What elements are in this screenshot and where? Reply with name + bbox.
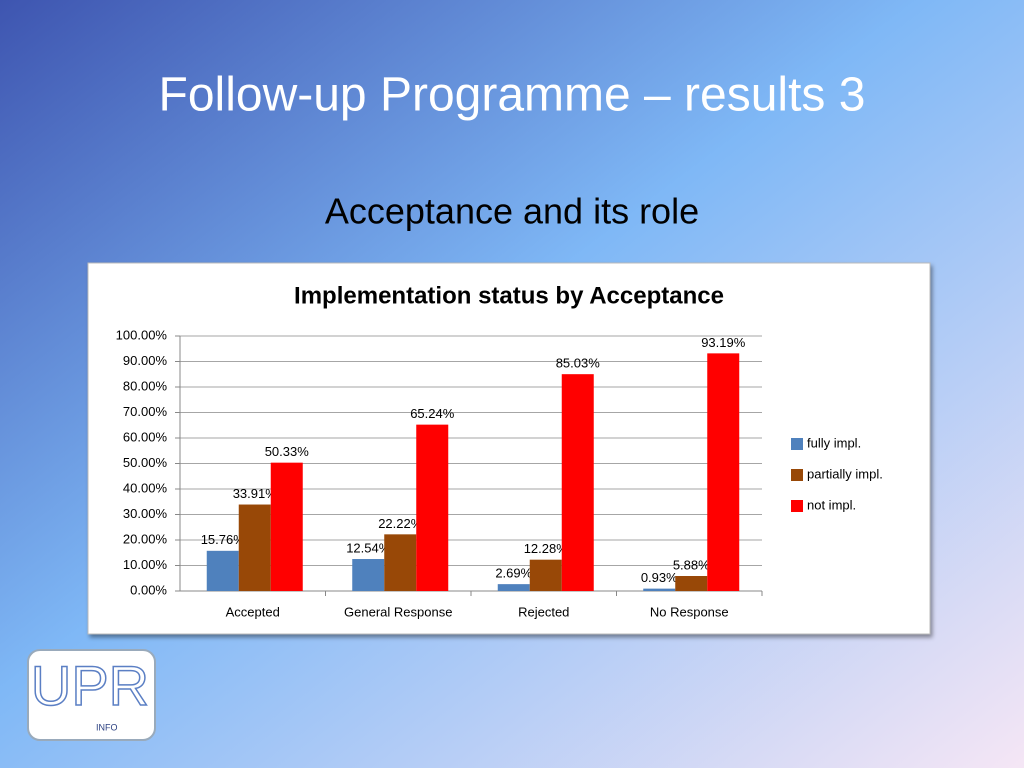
value-label: 0.93% — [641, 570, 678, 585]
y-tick-label: 30.00% — [123, 506, 168, 521]
value-label: 2.69% — [495, 566, 532, 581]
y-tick-label: 90.00% — [123, 353, 168, 368]
logo-box — [27, 649, 156, 741]
bar — [643, 588, 676, 591]
logo: UPR INFO — [27, 649, 156, 741]
bar — [561, 374, 594, 591]
legend-swatch — [791, 438, 803, 450]
y-tick-label: 40.00% — [123, 480, 168, 495]
bar — [416, 424, 449, 591]
value-label: 15.76% — [201, 532, 246, 547]
y-tick-label: 50.00% — [123, 455, 168, 470]
value-label: 65.24% — [410, 406, 455, 421]
x-tick-label: General Response — [344, 604, 452, 619]
bar — [529, 559, 562, 591]
logo-tag: INFO — [96, 722, 118, 732]
value-label: 85.03% — [556, 356, 601, 371]
y-tick-label: 10.00% — [123, 557, 168, 572]
value-label: 22.22% — [378, 516, 423, 531]
bar — [238, 504, 271, 591]
chart-title: Implementation status by Acceptance — [294, 282, 724, 309]
y-tick-label: 60.00% — [123, 429, 168, 444]
legend-label: fully impl. — [807, 435, 861, 450]
x-tick-label: Rejected — [518, 604, 569, 619]
value-label: 93.19% — [701, 335, 746, 350]
logo-mark: UPR — [31, 654, 149, 717]
value-label: 12.28% — [524, 541, 569, 556]
legend-swatch — [791, 469, 803, 481]
legend-label: partially impl. — [807, 466, 883, 481]
value-label: 33.91% — [233, 486, 278, 501]
legend-swatch — [791, 500, 803, 512]
y-tick-label: 70.00% — [123, 404, 168, 419]
bar — [384, 534, 417, 591]
bar — [206, 550, 239, 591]
slide-subtitle: Acceptance and its role — [325, 191, 699, 232]
y-tick-label: 0.00% — [130, 582, 167, 597]
y-tick-label: 20.00% — [123, 531, 168, 546]
x-tick-label: No Response — [650, 604, 729, 619]
bar — [497, 584, 530, 591]
value-label: 12.54% — [346, 540, 391, 555]
y-tick-label: 100.00% — [116, 327, 168, 342]
bar — [352, 559, 385, 591]
y-tick-label: 80.00% — [123, 378, 168, 393]
legend-label: not impl. — [807, 497, 856, 512]
value-label: 50.33% — [265, 444, 310, 459]
x-tick-label: Accepted — [226, 604, 280, 619]
bar — [707, 353, 740, 591]
value-label: 5.88% — [673, 557, 710, 572]
slide-title: Follow-up Programme – results 3 — [159, 69, 866, 122]
bar — [675, 576, 708, 591]
bar — [270, 462, 303, 591]
